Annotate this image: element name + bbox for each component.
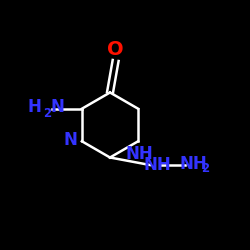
Text: NH: NH: [126, 145, 153, 163]
Text: N: N: [64, 131, 78, 149]
Text: H: H: [28, 98, 42, 116]
Text: N: N: [50, 98, 64, 116]
Text: 2: 2: [43, 107, 51, 120]
Text: NH: NH: [144, 156, 172, 174]
Text: O: O: [107, 40, 124, 59]
Text: NH: NH: [180, 155, 208, 173]
Text: 2: 2: [201, 162, 209, 175]
